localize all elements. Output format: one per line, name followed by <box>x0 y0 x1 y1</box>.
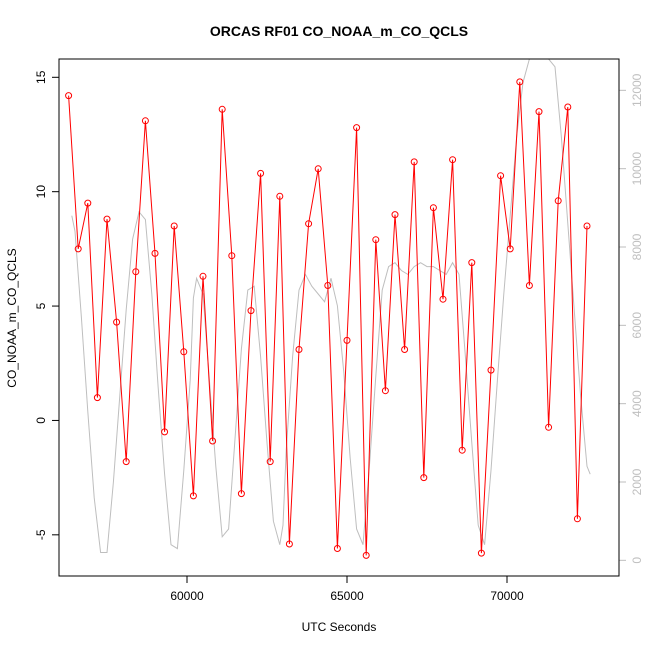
y2-tick-label: 10000 <box>630 152 644 186</box>
y-tick-label: 10 <box>34 185 48 199</box>
data-point <box>381 387 389 395</box>
data-point <box>170 222 178 230</box>
data-point <box>266 458 274 466</box>
data-point <box>516 78 524 86</box>
data-point <box>343 336 351 344</box>
data-point <box>199 272 207 280</box>
data-point <box>103 215 111 223</box>
y2-tick-label: 0 <box>630 557 644 564</box>
data-point <box>151 249 159 257</box>
data-point <box>257 169 265 177</box>
y2-tick-label: 2000 <box>630 468 644 495</box>
difference-series <box>65 78 591 559</box>
altitude-line <box>71 58 591 553</box>
data-point <box>535 108 543 116</box>
data-point <box>228 252 236 260</box>
data-point <box>161 428 169 436</box>
y2-tick-label: 4000 <box>630 390 644 417</box>
data-point <box>285 540 293 548</box>
data-point <box>65 92 73 100</box>
y-axis-label: CO_NOAA_m_CO_QCLS <box>5 248 19 387</box>
y-tick-label: -5 <box>34 529 48 540</box>
data-point <box>458 446 466 454</box>
data-point <box>247 307 255 315</box>
data-point <box>314 165 322 173</box>
x-tick-label: 60000 <box>170 589 204 603</box>
data-point <box>305 220 313 228</box>
data-point <box>324 282 332 289</box>
chart-title: ORCAS RF01 CO_NOAA_m_CO_QCLS <box>210 23 468 39</box>
data-point <box>545 423 553 431</box>
data-point <box>391 211 399 219</box>
y2-tick-label: 12000 <box>630 73 644 107</box>
difference-line <box>68 81 588 556</box>
y2-tick-label: 8000 <box>630 233 644 260</box>
y2-tick-label: 6000 <box>630 312 644 339</box>
data-point <box>209 437 217 445</box>
data-point <box>439 295 447 303</box>
data-point <box>420 474 428 482</box>
data-point <box>487 366 495 374</box>
data-point <box>477 549 485 557</box>
data-point <box>333 545 341 552</box>
data-point <box>497 172 505 180</box>
data-point <box>429 204 437 212</box>
data-point <box>189 492 197 500</box>
y-tick-label: 5 <box>34 302 48 309</box>
data-point <box>295 346 303 353</box>
y-tick-label: 0 <box>34 417 48 424</box>
data-point <box>353 124 361 132</box>
data-point <box>525 282 533 289</box>
x-axis-label: UTC Seconds <box>302 620 377 634</box>
data-point <box>84 199 92 207</box>
plot-frame <box>58 58 620 577</box>
data-point <box>237 490 245 498</box>
data-point <box>468 259 476 267</box>
data-point <box>276 192 284 200</box>
data-point <box>372 236 380 244</box>
data-point <box>583 222 591 230</box>
data-point <box>362 551 370 559</box>
data-point <box>218 105 226 113</box>
data-point <box>132 268 140 276</box>
data-point <box>554 197 562 205</box>
x-tick-label: 70000 <box>490 589 524 603</box>
data-point <box>113 318 121 326</box>
data-point <box>573 515 581 523</box>
data-point <box>410 158 418 166</box>
data-point <box>180 348 188 356</box>
data-point <box>449 156 457 164</box>
data-point <box>74 245 82 253</box>
y-tick-label: 15 <box>34 70 48 84</box>
data-point <box>141 117 149 125</box>
data-point <box>401 346 409 353</box>
data-point <box>93 394 101 402</box>
x-tick-label: 65000 <box>330 589 364 603</box>
data-point <box>506 245 514 253</box>
data-point <box>122 458 130 466</box>
data-point <box>564 103 572 111</box>
altitude-series <box>71 58 591 553</box>
